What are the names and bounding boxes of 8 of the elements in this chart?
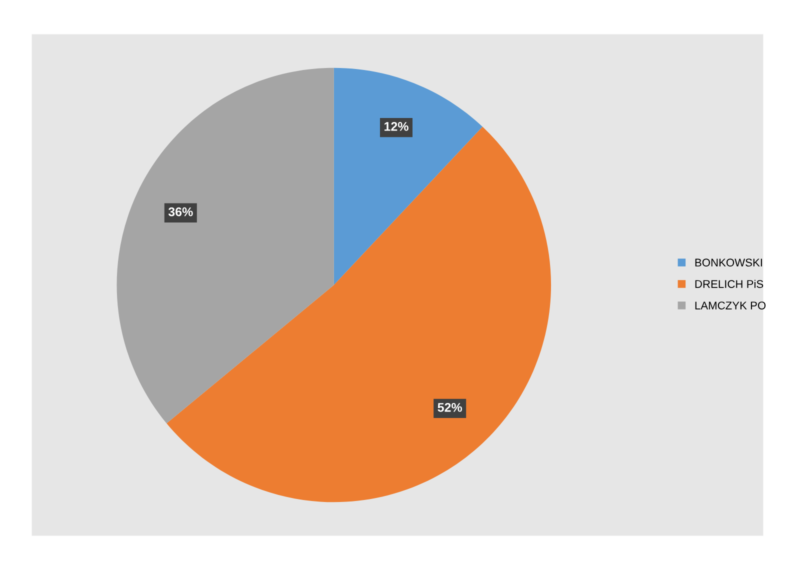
legend-label: LAMCZYK PO: [695, 302, 766, 310]
pie-slice: [116, 68, 334, 424]
data-label: 52%: [438, 402, 462, 412]
data-label: 12%: [384, 122, 408, 131]
pie-slice: [334, 68, 483, 285]
legend-label: DRELICH PiS: [695, 280, 764, 288]
legend-label: BONKOWSKI: [695, 258, 762, 267]
data-label: 36%: [168, 207, 193, 216]
